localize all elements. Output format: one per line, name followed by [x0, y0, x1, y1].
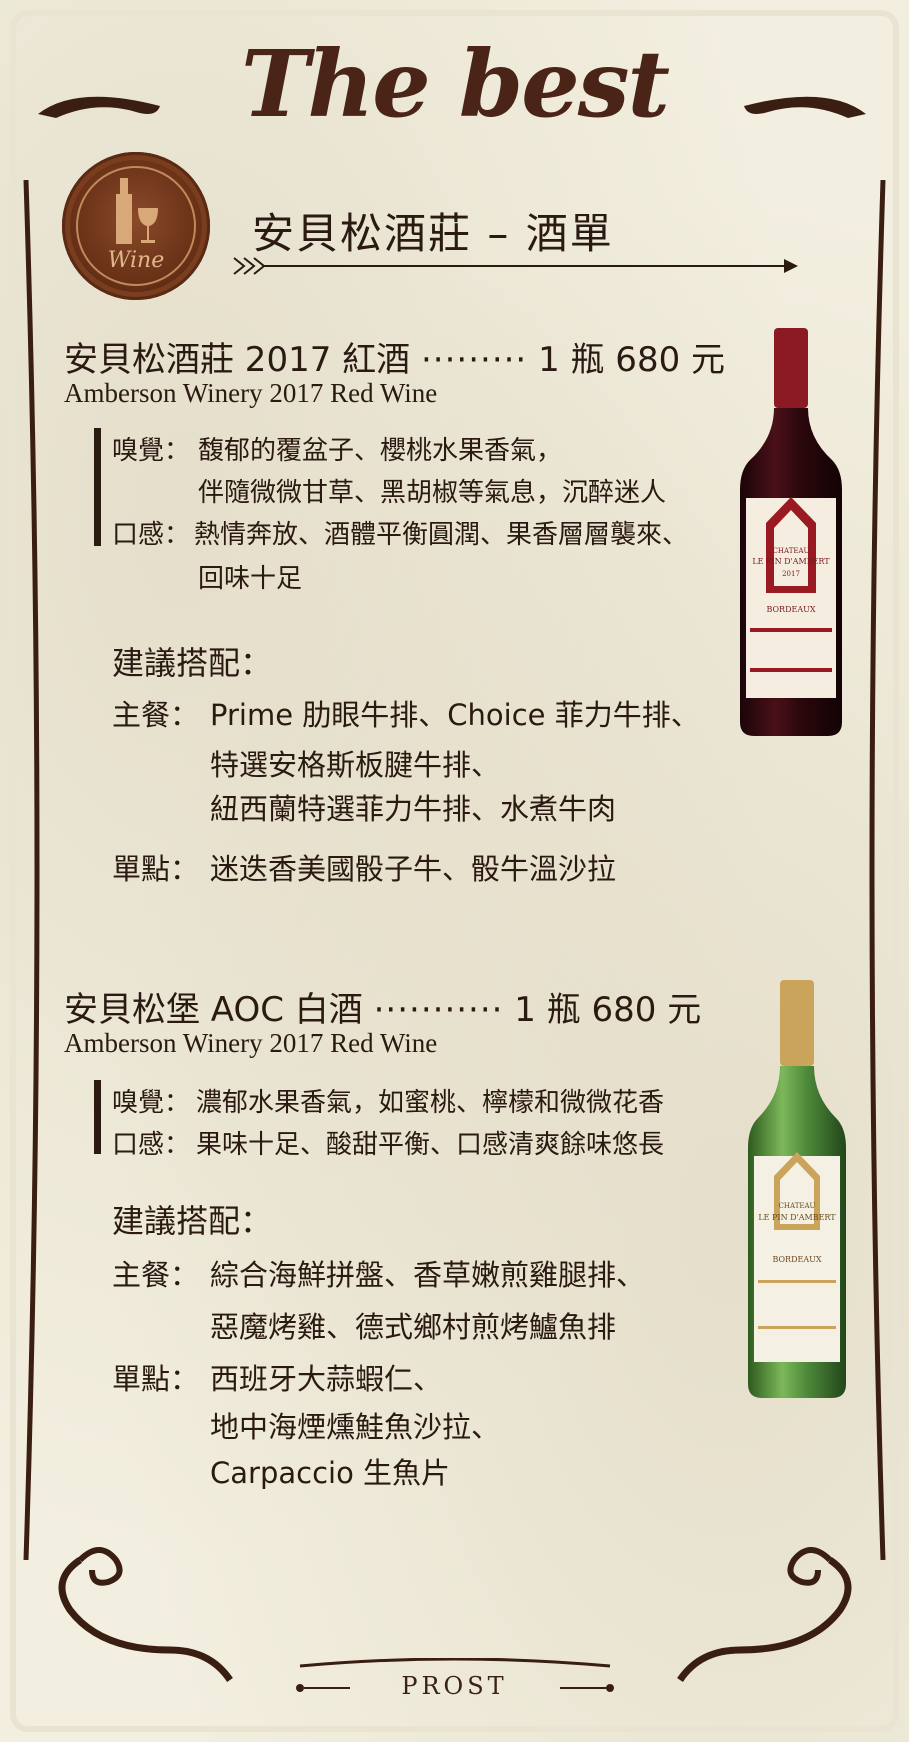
bottom-left-flourish: [58, 1547, 233, 1683]
wine-2-pairing-label-side: 單點：: [112, 1362, 200, 1396]
red-bottle-label-name: LE PIN D'AMBERT: [752, 557, 830, 566]
wine-2-pairing-text-4: 地中海煙燻鮭魚沙拉、: [210, 1410, 501, 1444]
wine-1-pairing-label-main: 主餐：: [112, 698, 200, 732]
wine-2-tasting-label-1: 嗅覺：: [112, 1088, 191, 1118]
page-frame: [10, 10, 899, 1732]
wine-1-tasting-label-1: 嗅覺：: [112, 436, 191, 466]
wine-2-name: 安貝松堡 AOC 白酒: [64, 990, 363, 1030]
wine-2-dots: ···········: [373, 990, 504, 1030]
wine-1-tasting-text-4: 回味十足: [198, 564, 303, 594]
bottle-glass-icon: [116, 178, 158, 244]
wine-2-pairing-label-main: 主餐：: [112, 1258, 200, 1292]
arrow-divider: [233, 257, 798, 275]
wine-2-tasting-text-1: 濃郁水果香氣，如蜜桃、檸檬和微微花香: [196, 1088, 665, 1118]
wine-badge-logo: Wine: [62, 152, 210, 300]
wine-1-title-line: 安貝松酒莊 2017 紅酒 ········· 1 瓶 680 元: [64, 332, 725, 381]
wine-2-price: 1 瓶 680 元: [514, 990, 702, 1030]
top-right-flourish: [744, 96, 866, 118]
red-wine-bottle-image: CHATEAU LE PIN D'AMBERT 2017 BORDEAUX: [740, 328, 842, 736]
top-left-flourish: [38, 96, 160, 118]
wine-1-tasting-text-1: 馥郁的覆盆子、櫻桃水果香氣，: [198, 436, 563, 466]
wine-1-pairing-title: 建議搭配：: [112, 644, 273, 682]
wine-1-subtitle: Amberson Winery 2017 Red Wine: [64, 378, 438, 408]
wine-2-tasting-text-2: 果味十足、酸甜平衡、口感清爽餘味悠長: [196, 1130, 665, 1160]
red-bottle-label-year: 2017: [782, 570, 800, 578]
bottom-right-flourish: [677, 1547, 852, 1683]
wine-2-tasting-label-2: 口感：: [112, 1130, 191, 1160]
wine-1-pairing-text-4: 迷迭香美國骰子牛、骰牛溫沙拉: [210, 852, 617, 886]
wine-1-tasting-text-3: 熱情奔放、酒體平衡圓潤、果香層層襲來、: [194, 520, 689, 550]
wine-1-pairing-label-side: 單點：: [112, 852, 200, 886]
menu-title: 安貝松酒莊 – 酒單: [252, 209, 614, 258]
wine-2-pairing-text-1: 綜合海鮮拼盤、香草嫩煎雞腿排、: [210, 1258, 646, 1292]
wine-2-title-line: 安貝松堡 AOC 白酒 ··········· 1 瓶 680 元: [64, 982, 701, 1031]
wine-1-name: 安貝松酒莊 2017 紅酒: [64, 340, 411, 380]
wine-2-pairing-text-5: Carpaccio 生魚片: [210, 1456, 451, 1490]
white-wine-bottle-image: CHATEAU LE PIN D'AMBERT BORDEAUX: [748, 980, 846, 1398]
wine-1-tasting-label-3: 口感：: [112, 520, 191, 550]
badge-label: Wine: [107, 248, 165, 273]
wine-2-subtitle: Amberson Winery 2017 Red Wine: [64, 1028, 438, 1058]
wine-1-dots: ·········: [420, 340, 528, 380]
right-border-ornament: [869, 180, 886, 1560]
red-bottle-label-chateau: CHATEAU: [773, 547, 810, 555]
footer-prost: PROST: [401, 1672, 508, 1700]
wine-1-pairing-text-3: 紐西蘭特選菲力牛排、水煮牛肉: [210, 792, 617, 826]
footer-divider: [296, 1658, 614, 1692]
wine-1-tasting-text-2: 伴隨微微甘草、黑胡椒等氣息，沉醉迷人: [198, 478, 667, 508]
wine-1-pairing-text-2: 特選安格斯板腱牛排、: [210, 748, 501, 782]
white-bottle-label-chateau: CHATEAU: [779, 1202, 816, 1210]
badge-ring: [76, 166, 196, 286]
wine-2-pairing-text-2: 惡魔烤雞、德式鄉村煎烤鱸魚排: [210, 1310, 617, 1344]
wine-1-tasting-bar: [94, 428, 101, 546]
left-border-ornament: [23, 180, 40, 1560]
red-bottle-label-region: BORDEAUX: [766, 605, 815, 614]
wine-1-price: 1 瓶 680 元: [538, 340, 726, 380]
white-bottle-label-name: LE PIN D'AMBERT: [758, 1213, 836, 1222]
the-best-script-title: The best: [240, 30, 670, 138]
wine-2-pairing-text-3: 西班牙大蒜蝦仁、: [210, 1362, 443, 1396]
wine-2-pairing-title: 建議搭配：: [112, 1202, 273, 1240]
wine-1-pairing-text-1: Prime 肋眼牛排、Choice 菲力牛排、: [210, 698, 700, 732]
wine-2-tasting-bar: [94, 1080, 101, 1154]
white-bottle-label-region: BORDEAUX: [772, 1255, 821, 1264]
